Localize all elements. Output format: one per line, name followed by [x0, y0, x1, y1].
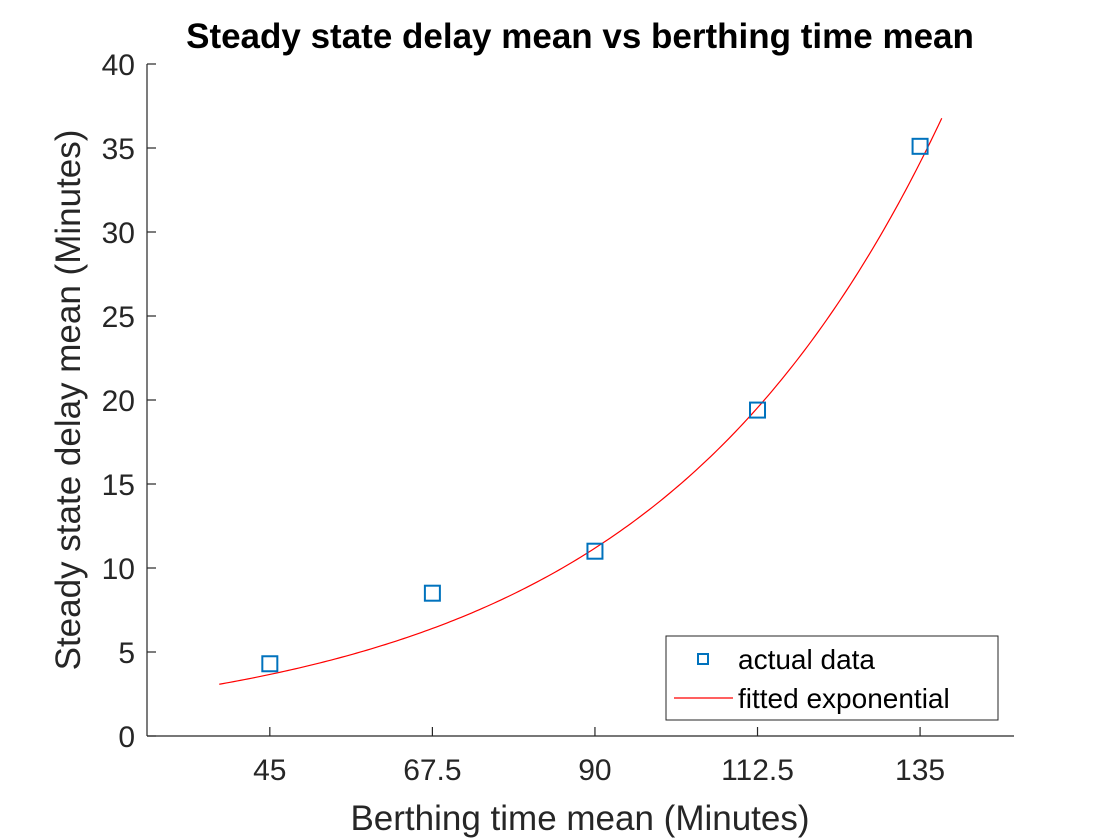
- data-point-marker: [423, 584, 441, 602]
- legend-label-actual-data: actual data: [738, 644, 875, 675]
- y-tick-label: 5: [118, 637, 135, 670]
- y-tick-label: 40: [102, 49, 135, 82]
- legend-marker-actual-data: [697, 653, 709, 665]
- y-tick-label: 10: [102, 553, 135, 586]
- x-tick-label: 112.5: [721, 754, 794, 787]
- data-point-marker: [749, 401, 767, 419]
- y-tick-label: 25: [102, 301, 135, 334]
- y-tick-label: 30: [102, 217, 135, 250]
- legend: actual data fitted exponential: [665, 635, 999, 721]
- x-tick-label: 135: [895, 754, 945, 787]
- y-axis-label: Steady state delay mean (Minutes): [49, 130, 88, 671]
- x-ticks: 45 67.5 90 112.5 135: [253, 727, 945, 787]
- y-tick-label: 15: [102, 469, 135, 502]
- data-point-marker: [586, 542, 604, 560]
- actual-data-markers: [261, 137, 929, 673]
- x-tick-label: 45: [253, 754, 286, 787]
- legend-label-fitted-exponential: fitted exponential: [738, 683, 950, 714]
- x-tick-label: 90: [578, 754, 611, 787]
- y-ticks: 0 5 10 15 20 25 30 35 40: [102, 49, 156, 754]
- fitted-exponential-line: [219, 117, 943, 685]
- legend-box: [665, 635, 999, 721]
- plot-area: [146, 64, 1014, 737]
- y-tick-label: 0: [118, 721, 135, 754]
- data-point-marker: [261, 655, 279, 673]
- y-tick-label: 20: [102, 385, 135, 418]
- chart-title: Steady state delay mean vs berthing time…: [186, 17, 974, 56]
- y-tick-label: 35: [102, 133, 135, 166]
- data-point-marker: [911, 137, 929, 155]
- x-axis-label: Berthing time mean (Minutes): [350, 799, 809, 838]
- x-tick-label: 67.5: [403, 754, 461, 787]
